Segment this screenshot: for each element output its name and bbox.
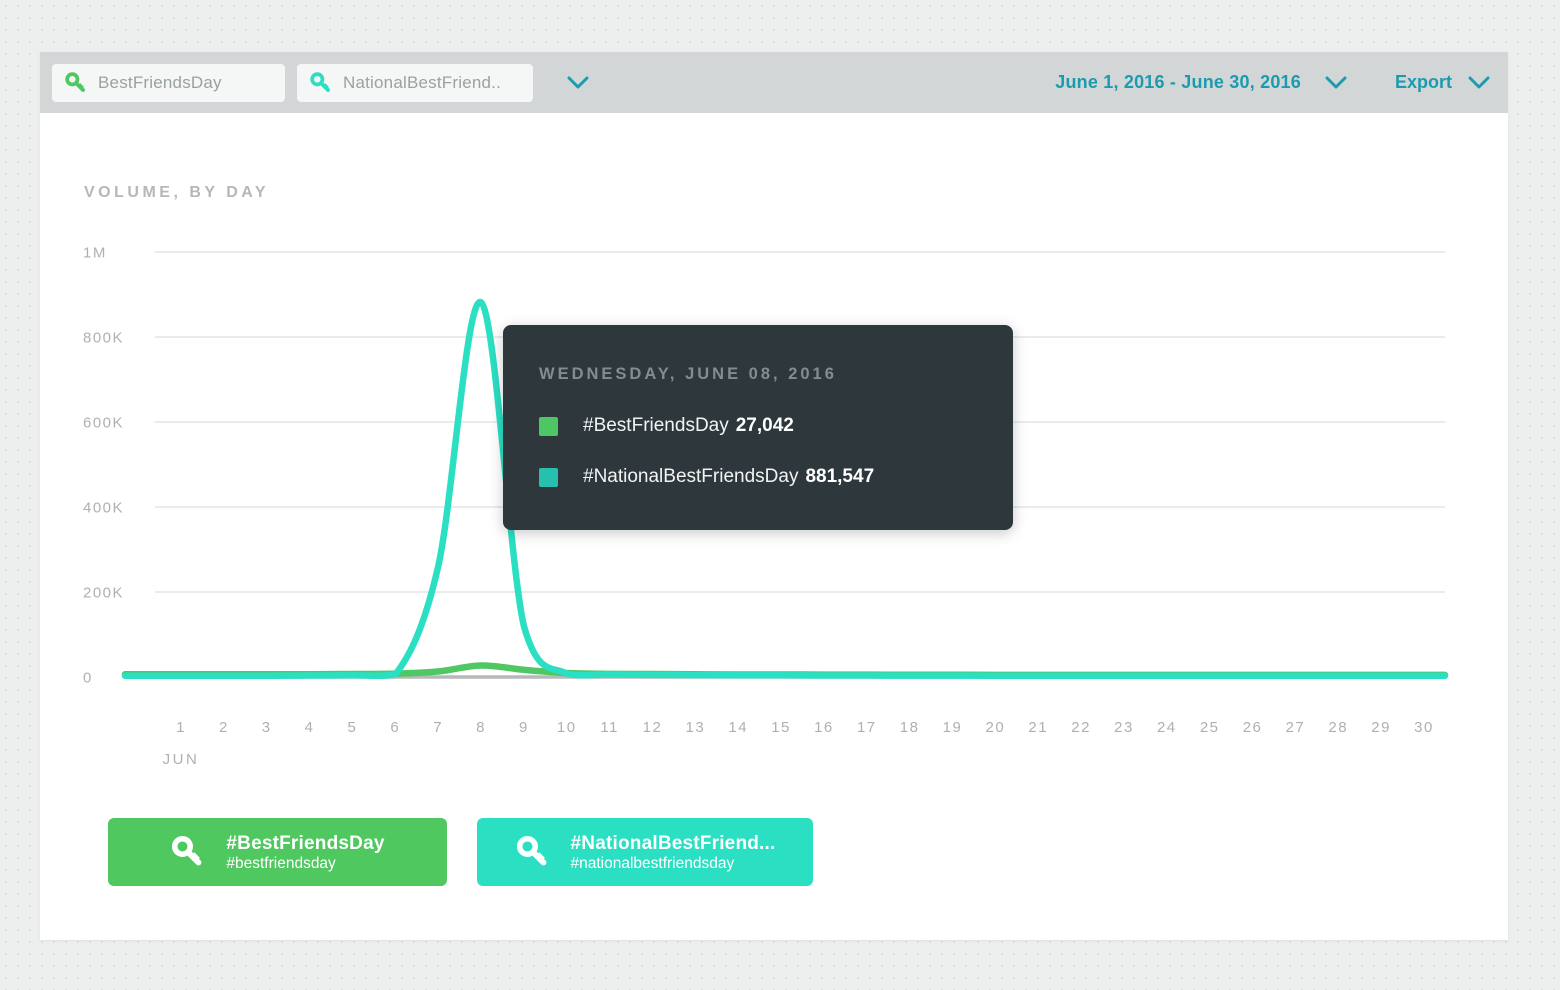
- x-tick-label: 6: [390, 719, 400, 736]
- dashboard-card: BestFriendsDay NationalBestFriend.. June…: [40, 52, 1508, 940]
- keyword-label: BestFriendsDay: [98, 72, 222, 92]
- keyword-input-nationalbestfriendsday[interactable]: NationalBestFriend..: [297, 63, 533, 102]
- tooltip-row-bestfriendsday: #BestFriendsDay 27,042: [539, 415, 794, 437]
- hashtag-button-bestfriendsday[interactable]: #BestFriendsDay #bestfriendsday: [108, 818, 447, 886]
- x-tick-label: 4: [305, 719, 315, 736]
- export-chevron-down-icon: [1468, 76, 1490, 89]
- x-tick-label: 22: [1071, 719, 1091, 736]
- y-tick-label: 200K: [83, 585, 124, 602]
- keywords-chevron-down-icon[interactable]: [567, 76, 589, 89]
- x-tick-label: 16: [814, 719, 834, 736]
- x-tick-label: 1: [176, 719, 186, 736]
- x-tick-label: 15: [771, 719, 791, 736]
- export-label: Export: [1394, 72, 1452, 92]
- y-tick-label: 800K: [83, 330, 124, 347]
- key-icon: [65, 71, 85, 92]
- hashtag-subtitle: #bestfriendsday: [226, 854, 336, 872]
- x-tick-label: 2: [219, 719, 229, 736]
- x-tick-label: 19: [943, 719, 963, 736]
- x-tick-label: 23: [1114, 719, 1134, 736]
- tooltip-series-label: #NationalBestFriendsDay: [583, 466, 799, 487]
- y-tick-label: 1M: [83, 245, 107, 262]
- x-tick-label: 13: [686, 719, 706, 736]
- hashtag-title: #NationalBestFriend...: [570, 832, 776, 854]
- series-swatch-teal: [539, 467, 558, 487]
- toolbar: BestFriendsDay NationalBestFriend.. June…: [40, 52, 1508, 113]
- x-tick-label: 21: [1028, 719, 1048, 736]
- date-range-label: June 1, 2016 - June 30, 2016: [1055, 72, 1301, 92]
- x-tick-label: 24: [1157, 719, 1177, 736]
- x-tick-label: 28: [1328, 719, 1348, 736]
- tooltip-series-value: 881,547: [805, 466, 875, 487]
- x-tick-label: 25: [1200, 719, 1220, 736]
- x-tick-label: 20: [986, 719, 1006, 736]
- chart-tooltip: WEDNESDAY, JUNE 08, 2016 #BestFriendsDay…: [503, 325, 1013, 530]
- y-tick-label: 0: [83, 670, 93, 687]
- x-tick-label: 26: [1243, 719, 1263, 736]
- x-tick-label: 9: [519, 719, 529, 736]
- x-tick-label: 3: [262, 719, 272, 736]
- date-chevron-down-icon: [1325, 76, 1347, 89]
- series-line-nationalbestfriendsday: [121, 299, 1449, 680]
- hashtag-button-text: #NationalBestFriend... #nationalbestfrie…: [571, 832, 776, 873]
- hashtag-title: #BestFriendsDay: [226, 832, 385, 854]
- export-button[interactable]: Export: [1395, 72, 1490, 93]
- tooltip-series-label: #BestFriendsDay: [583, 415, 729, 436]
- date-range-selector[interactable]: June 1, 2016 - June 30, 2016: [1055, 72, 1347, 93]
- x-tick-label: 14: [728, 719, 748, 736]
- x-tick-label: 30: [1414, 719, 1434, 736]
- x-tick-label: 5: [348, 719, 358, 736]
- x-tick-label: 10: [557, 719, 577, 736]
- hashtag-button-text: #BestFriendsDay #bestfriendsday: [226, 832, 384, 873]
- x-tick-label: 8: [476, 719, 486, 736]
- x-tick-label: 11: [600, 719, 619, 736]
- key-icon: [516, 835, 546, 866]
- y-tick-label: 600K: [83, 415, 124, 432]
- series-swatch-green: [539, 416, 558, 436]
- y-tick-label: 400K: [83, 500, 124, 517]
- x-tick-label: 17: [857, 719, 877, 736]
- x-tick-label: 29: [1371, 719, 1391, 736]
- hashtag-button-nationalbestfriendsday[interactable]: #NationalBestFriend... #nationalbestfrie…: [477, 818, 813, 886]
- tooltip-series-value: 27,042: [735, 415, 794, 436]
- tooltip-date-title: WEDNESDAY, JUNE 08, 2016: [539, 365, 837, 383]
- chart-title: VOLUME, BY DAY: [84, 184, 270, 201]
- x-tick-label: 18: [900, 719, 920, 736]
- keyword-label: NationalBestFriend..: [343, 72, 502, 92]
- x-tick-label: 27: [1286, 719, 1306, 736]
- keyword-input-bestfriendsday[interactable]: BestFriendsDay: [52, 63, 285, 102]
- hashtag-subtitle: #nationalbestfriendsday: [570, 854, 735, 872]
- key-icon: [310, 71, 330, 92]
- x-tick-label: 12: [643, 719, 663, 736]
- key-icon: [172, 835, 202, 866]
- x-axis-month-label: JUN: [163, 751, 200, 768]
- x-tick-label: 7: [433, 719, 443, 736]
- tooltip-row-nationalbestfriendsday: #NationalBestFriendsDay 881,547: [539, 466, 874, 488]
